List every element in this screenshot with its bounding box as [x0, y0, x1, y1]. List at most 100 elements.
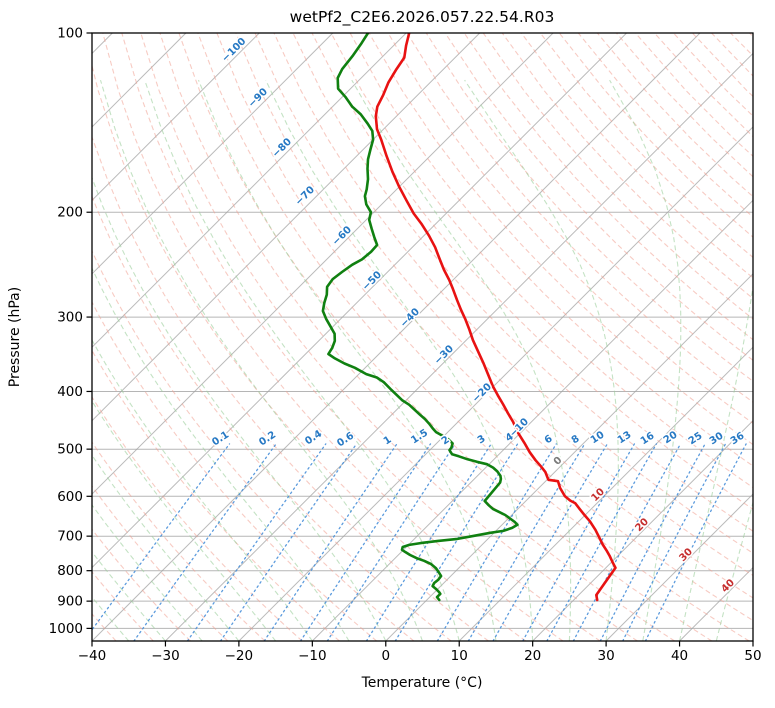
- mixing-ratio-line: [436, 443, 557, 641]
- isotherm-label: −70: [293, 184, 317, 208]
- dry-adiabat-line: [121, 33, 601, 641]
- mixing-ratio-line: [92, 443, 231, 631]
- dry-adiabat-line: [692, 33, 753, 98]
- dry-adiabat-line: [634, 33, 753, 157]
- isotherm-label: −30: [432, 343, 456, 367]
- dry-adiabat-line: [92, 528, 191, 641]
- mixing-ratio-label: 20: [662, 429, 680, 446]
- dry-adiabat-line: [216, 33, 753, 622]
- isotherm-label: −40: [398, 306, 422, 330]
- dry-adiabat-line: [92, 485, 229, 641]
- isotherm-line: [311, 199, 753, 641]
- mixing-ratio-label: 16: [639, 430, 657, 447]
- mixing-ratio-label: 1: [382, 434, 394, 447]
- isotherm-label: 10: [589, 486, 607, 504]
- mixing-ratio-label: 1.5: [409, 427, 430, 446]
- moist-adiabat-line: [92, 176, 387, 641]
- mixing-ratio-line: [492, 443, 608, 641]
- isotherm-line: [92, 33, 334, 275]
- mixing-ratio-line: [622, 443, 727, 641]
- moist-adiabat-line: [144, 79, 460, 641]
- dry-adiabat-line: [92, 441, 266, 641]
- chart-title: wetPf2_C2E6.2026.057.22.54.R03: [290, 8, 555, 27]
- moist-adiabat-line: [92, 338, 313, 641]
- dry-adiabat-line: [92, 396, 303, 641]
- moist-adiabat-line: [92, 454, 240, 641]
- mixing-ratio-line: [263, 443, 398, 641]
- background-lines: [0, 33, 753, 641]
- inline-line-labels: −100−90−80−70−60−50−40−30−20−10010203040…: [209, 34, 748, 596]
- dry-adiabat-line: [444, 33, 753, 361]
- x-tick-label: −10: [298, 648, 327, 664]
- moist-adiabat-line: [265, 79, 534, 641]
- moist-adiabat-line: [351, 79, 572, 641]
- mixing-ratio-line: [572, 443, 682, 641]
- isotherm-line: [532, 419, 753, 641]
- y-tick-label: 100: [57, 26, 83, 42]
- dry-adiabat-line: [501, 33, 753, 300]
- mixing-ratio-line: [186, 443, 327, 641]
- y-tick-label: 700: [57, 529, 83, 545]
- isotherm-line: [605, 493, 753, 641]
- dewpoint-curve: [321, 33, 519, 602]
- x-tick-label: 30: [598, 648, 615, 664]
- mixing-ratio-label: 36: [729, 430, 747, 447]
- x-tick-label: 20: [524, 648, 541, 664]
- moist-adiabat-line: [92, 551, 166, 641]
- x-tick-label: −20: [225, 648, 254, 664]
- dry-adiabat-line: [92, 349, 340, 641]
- isotherm-label: −90: [246, 86, 270, 110]
- isotherm-label: 30: [677, 546, 695, 564]
- mixing-ratio-label: 6: [543, 433, 555, 446]
- dry-adiabat-line: [92, 301, 378, 641]
- dry-adiabat-line: [349, 33, 753, 467]
- y-tick-label: 900: [57, 594, 83, 610]
- dry-adiabat-line: [140, 33, 638, 641]
- isotherm-line: [92, 33, 554, 495]
- moist-adiabat-line: [92, 267, 350, 641]
- dry-adiabat-line: [0, 33, 4, 641]
- mixing-ratio-line: [219, 443, 358, 641]
- x-tick-label: −40: [78, 648, 107, 664]
- y-tick-label: 200: [57, 205, 83, 221]
- moist-adiabat-line: [609, 79, 682, 641]
- isotherm-line: [679, 566, 753, 641]
- y-tick-label: 400: [57, 384, 83, 400]
- mixing-ratio-label: 25: [687, 430, 705, 447]
- isotherm-line: [92, 33, 407, 348]
- y-tick-label: 600: [57, 489, 83, 505]
- y-tick-label: 800: [57, 563, 83, 579]
- y-tick-label: 1000: [49, 621, 83, 637]
- isotherm-label: −50: [360, 269, 384, 293]
- isotherm-line: [385, 273, 753, 641]
- dry-adiabat-line: [197, 33, 750, 641]
- mixing-ratio-line: [644, 443, 747, 641]
- moist-adiabat-line: [679, 283, 753, 641]
- x-tick-label: 0: [381, 648, 390, 664]
- dry-adiabat-line: [387, 33, 753, 425]
- dry-adiabat-line: [92, 63, 527, 641]
- isotherm-label: 20: [633, 516, 651, 534]
- dry-adiabat-line: [92, 135, 489, 641]
- dry-adiabat-line: [463, 33, 753, 341]
- moist-adiabat-line: [99, 79, 424, 641]
- moist-adiabat-line: [464, 79, 619, 641]
- mixing-ratio-line: [546, 443, 658, 641]
- mixing-ratio-line: [467, 443, 586, 641]
- dry-adiabat-line: [558, 33, 753, 238]
- isotherm-line: [458, 346, 753, 641]
- mixing-ratio-line: [326, 443, 456, 641]
- moist-adiabat-line: [92, 504, 203, 641]
- dry-adiabat-line: [425, 33, 753, 382]
- isotherm-line: [752, 640, 753, 641]
- moist-adiabat-line: [92, 400, 277, 641]
- mixing-ratio-line: [599, 443, 706, 641]
- plot-border: [91, 32, 754, 642]
- x-tick-label: −30: [151, 648, 180, 664]
- x-tick-label: 40: [671, 648, 688, 664]
- isotherm-line: [92, 33, 627, 569]
- dry-adiabat-line: [577, 33, 753, 218]
- dry-adiabat-line: [254, 33, 753, 577]
